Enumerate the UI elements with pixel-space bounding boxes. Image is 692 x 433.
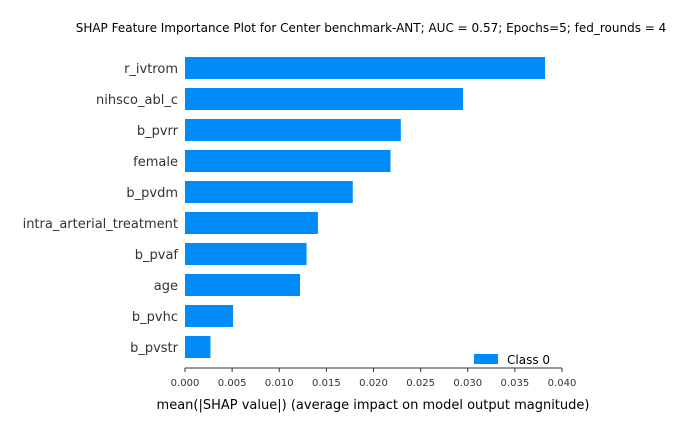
y-tick-label: age	[154, 279, 178, 294]
bar-female	[185, 150, 391, 172]
y-tick-label: intra_arterial_treatment	[23, 217, 178, 232]
x-tick-label: 0.020	[359, 378, 388, 389]
legend-swatch	[474, 354, 498, 364]
bar-b_pvrr	[185, 119, 401, 141]
bar-b_pvhc	[185, 305, 234, 327]
y-tick-label: b_pvdm	[126, 186, 178, 201]
x-tick-label: 0.010	[265, 378, 294, 389]
bar-age	[185, 274, 300, 296]
x-tick-label: 0.030	[453, 378, 482, 389]
x-tick-label: 0.000	[171, 378, 200, 389]
y-tick-label: b_pvstr	[130, 341, 179, 356]
legend-label: Class 0	[507, 353, 550, 367]
x-tick-label: 0.035	[501, 378, 530, 389]
y-tick-label: b_pvaf	[135, 248, 179, 263]
x-tick-label: 0.025	[406, 378, 435, 389]
chart-title: SHAP Feature Importance Plot for Center …	[76, 21, 667, 35]
y-tick-label: r_ivtrom	[124, 62, 178, 77]
x-tick-label: 0.005	[218, 378, 247, 389]
bar-b_pvaf	[185, 243, 307, 265]
bar-intra_arterial_treatment	[185, 212, 318, 234]
legend: Class 0	[474, 353, 550, 367]
x-tick-label: 0.015	[312, 378, 341, 389]
bars-layer	[185, 57, 546, 358]
y-tick-label: b_pvhc	[132, 310, 178, 325]
x-axis-label: mean(|SHAP value|) (average impact on mo…	[157, 398, 590, 413]
y-tick-label: nihsco_abl_c	[96, 93, 178, 108]
bar-b_pvstr	[185, 336, 211, 358]
y-tick-label: female	[133, 155, 178, 170]
bar-b_pvdm	[185, 181, 353, 203]
y-tick-label: b_pvrr	[137, 124, 179, 139]
bar-r_ivtrom	[185, 57, 546, 79]
x-ticks: 0.000 0.005 0.010 0.015 0.020 0.025 0.030 0.035…	[171, 368, 577, 389]
x-tick-label: 0.040	[548, 378, 577, 389]
bar-nihsco_abl_c	[185, 88, 464, 110]
